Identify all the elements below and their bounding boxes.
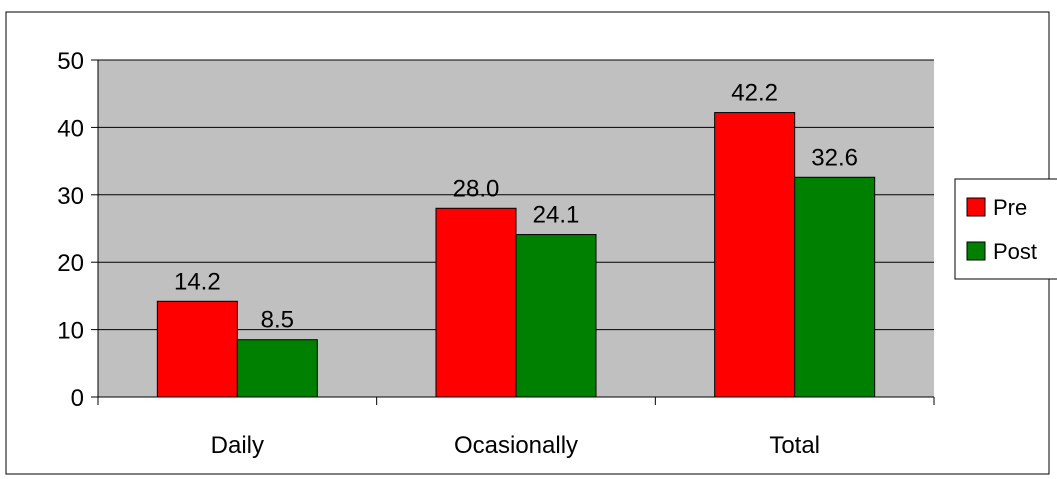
axes: 0 10 20 30 40 50 Daily Ocasionally Total <box>57 48 935 459</box>
y-tick-label: 40 <box>57 115 84 142</box>
legend-box <box>954 178 1057 280</box>
bar-pre-total <box>714 112 796 398</box>
category-label: Total <box>769 432 820 459</box>
y-tick-label: 30 <box>57 183 84 210</box>
legend-swatch-pre <box>966 197 986 217</box>
legend: Pre Post <box>954 178 1057 280</box>
y-tick-label: 10 <box>57 318 84 345</box>
bar-post-total <box>794 176 876 398</box>
legend-label-post: Post <box>993 239 1037 264</box>
bar-post-ocasionally <box>515 234 597 398</box>
y-tick-label: 0 <box>71 385 84 412</box>
category-label: Ocasionally <box>454 432 578 459</box>
data-label: 28.0 <box>453 175 500 202</box>
data-label: 8.5 <box>261 307 294 334</box>
data-label: 14.2 <box>174 268 221 295</box>
data-labels: 14.2 8.5 28.0 24.1 42.2 32.6 <box>174 80 858 334</box>
bar-pre-daily <box>156 300 238 398</box>
bar-post-daily <box>236 339 318 398</box>
y-tick-label: 50 <box>57 48 84 75</box>
legend-swatch-post <box>966 241 986 261</box>
y-tick-label: 20 <box>57 250 84 277</box>
data-label: 24.1 <box>533 202 580 229</box>
bars <box>156 112 876 398</box>
legend-label-pre: Pre <box>993 195 1027 220</box>
bar-pre-ocasionally <box>435 207 517 398</box>
data-label: 32.6 <box>811 144 858 171</box>
category-label: Daily <box>211 432 264 459</box>
data-label: 42.2 <box>731 80 778 107</box>
